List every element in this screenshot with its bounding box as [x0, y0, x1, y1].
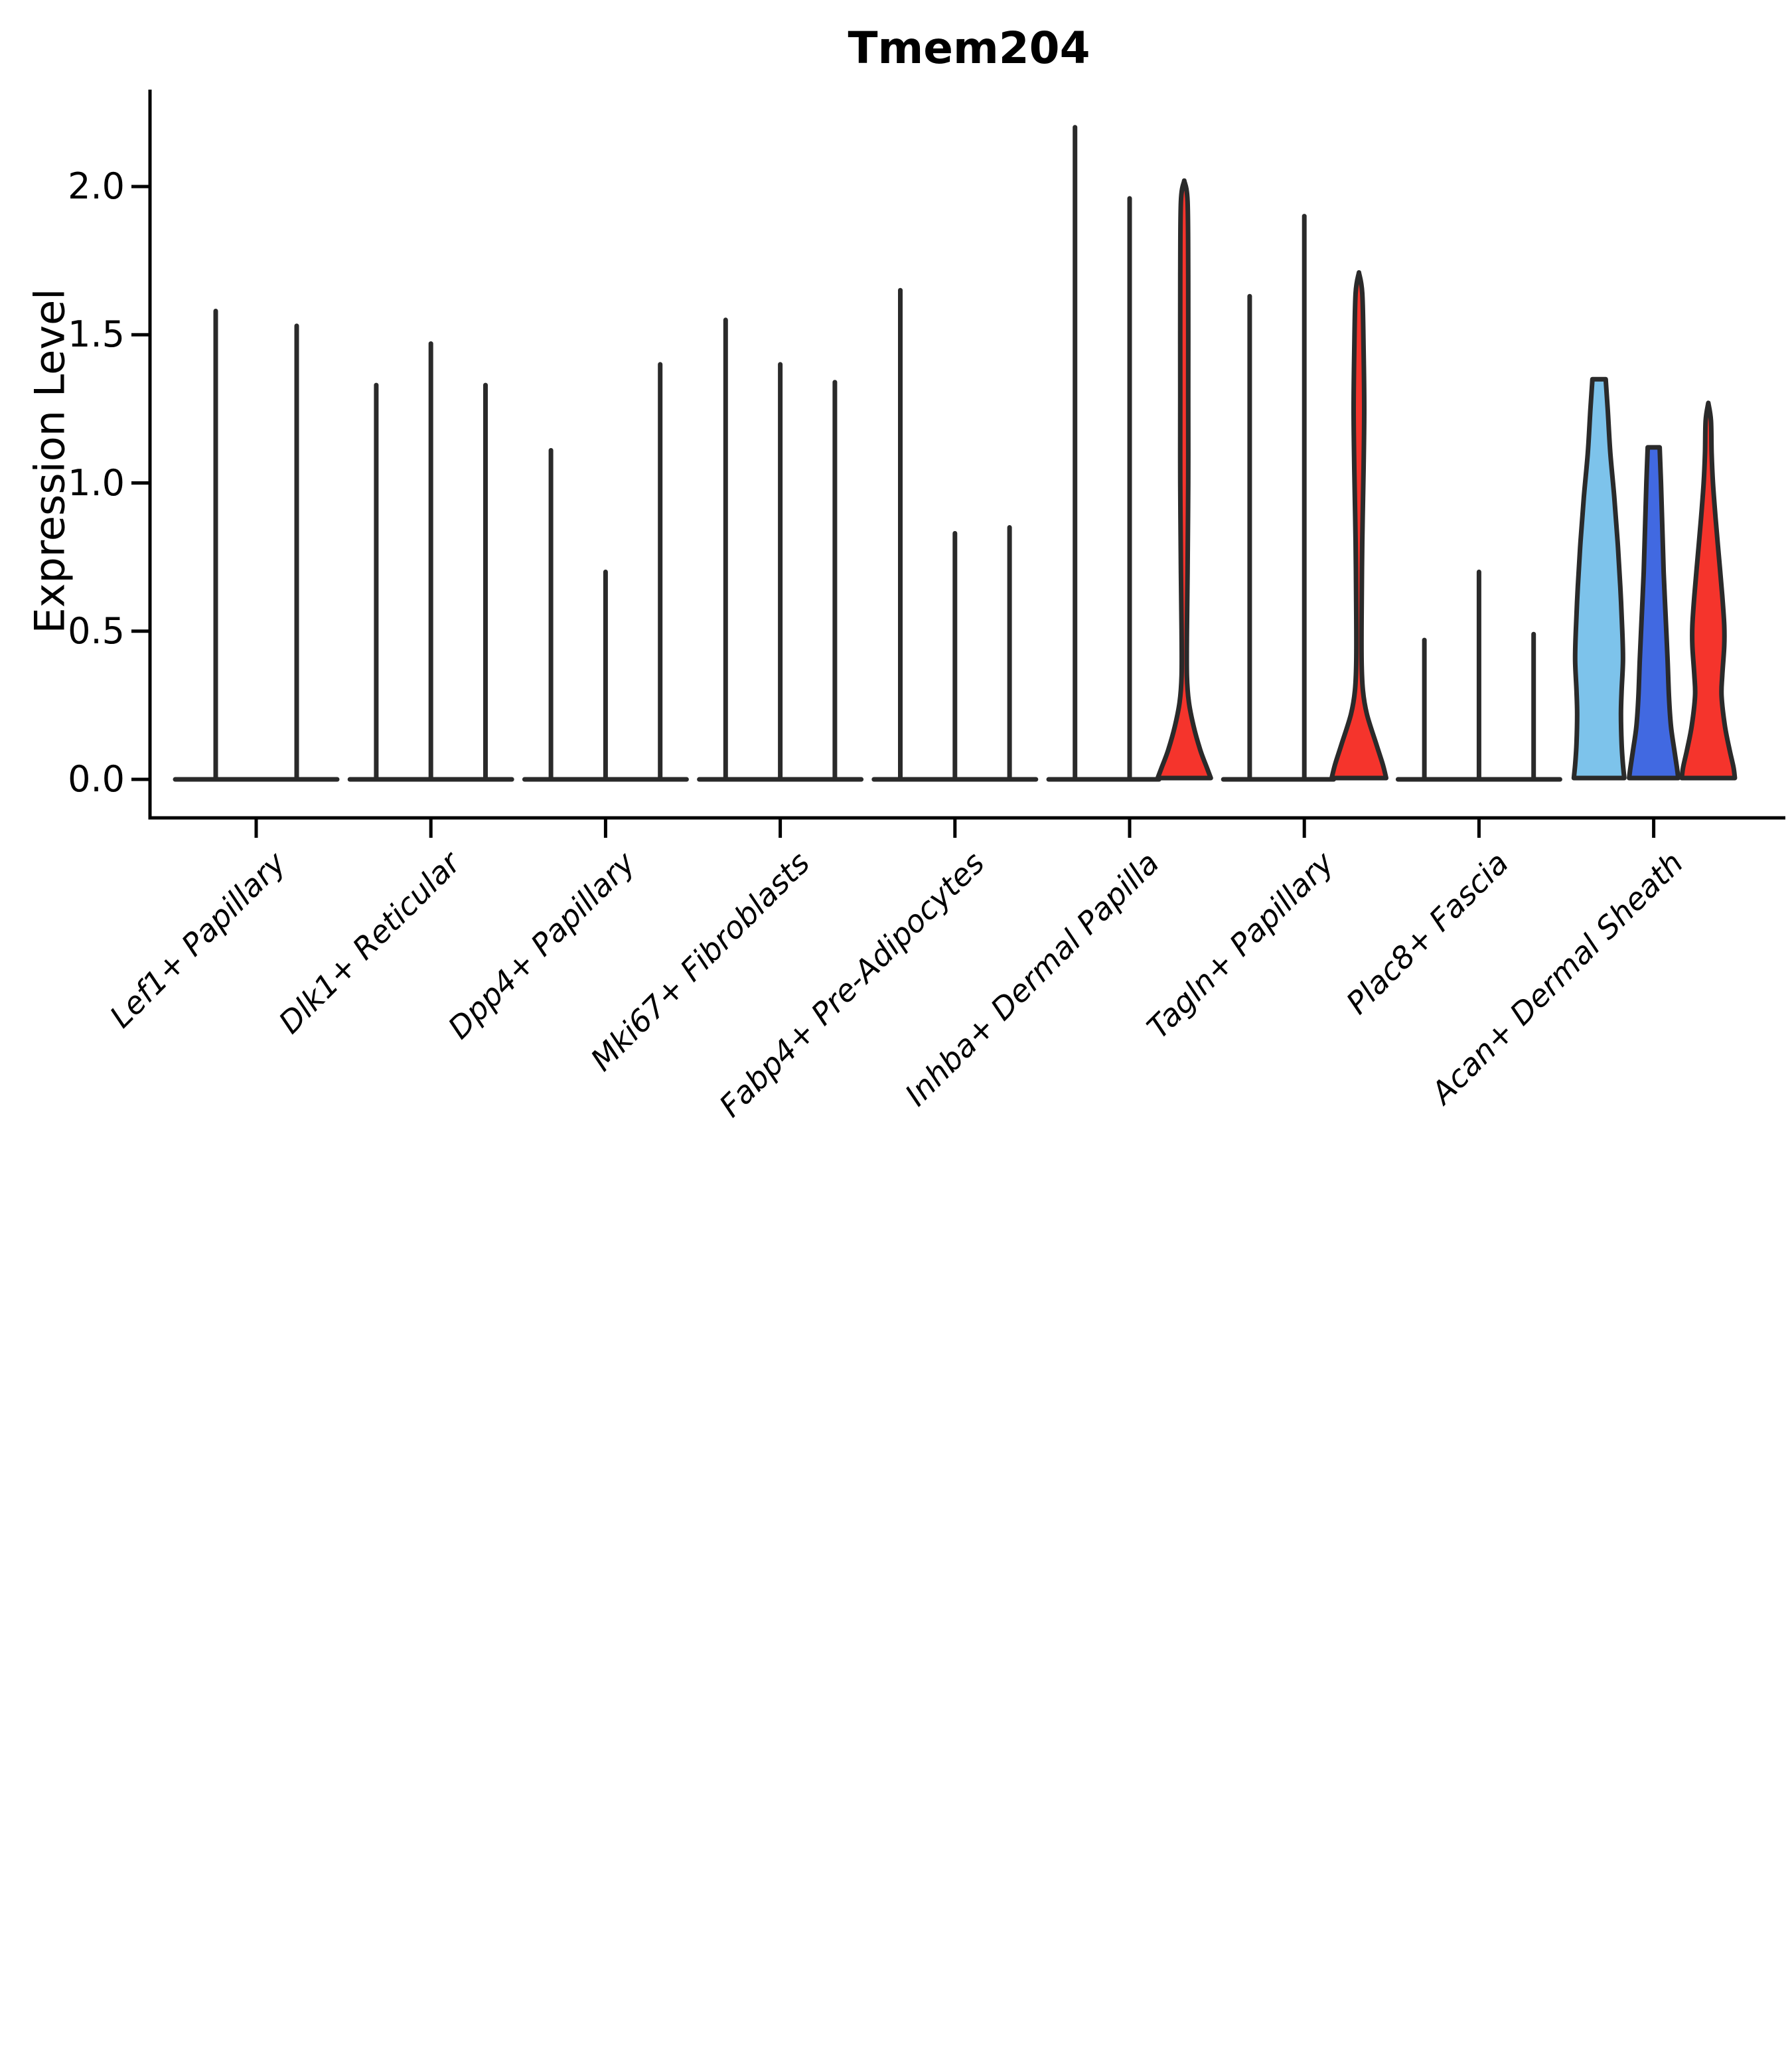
plot-title: Tmem204: [0, 23, 1792, 74]
y-tick-label: 0.0: [68, 758, 125, 800]
y-tick-label: 1.5: [68, 313, 125, 356]
plot-canvas: [131, 90, 1785, 838]
violin-shape-skyblue: [1571, 376, 1627, 781]
violin-shape-royalblue: [1627, 445, 1681, 781]
violin-shape-red: [1679, 400, 1738, 781]
violin-shape-red: [1155, 178, 1213, 781]
y-tick-label: 1.0: [68, 461, 125, 504]
plot-title-text: Tmem204: [848, 23, 1090, 74]
y-tick-label: 2.0: [68, 165, 125, 207]
violin-figure: Tmem204 Expression Level 0.0 0.5 1.0 1.5 2.0…: [0, 23, 1792, 1124]
y-tick-label: 0.5: [68, 609, 125, 652]
violin-shape-red: [1329, 270, 1388, 781]
